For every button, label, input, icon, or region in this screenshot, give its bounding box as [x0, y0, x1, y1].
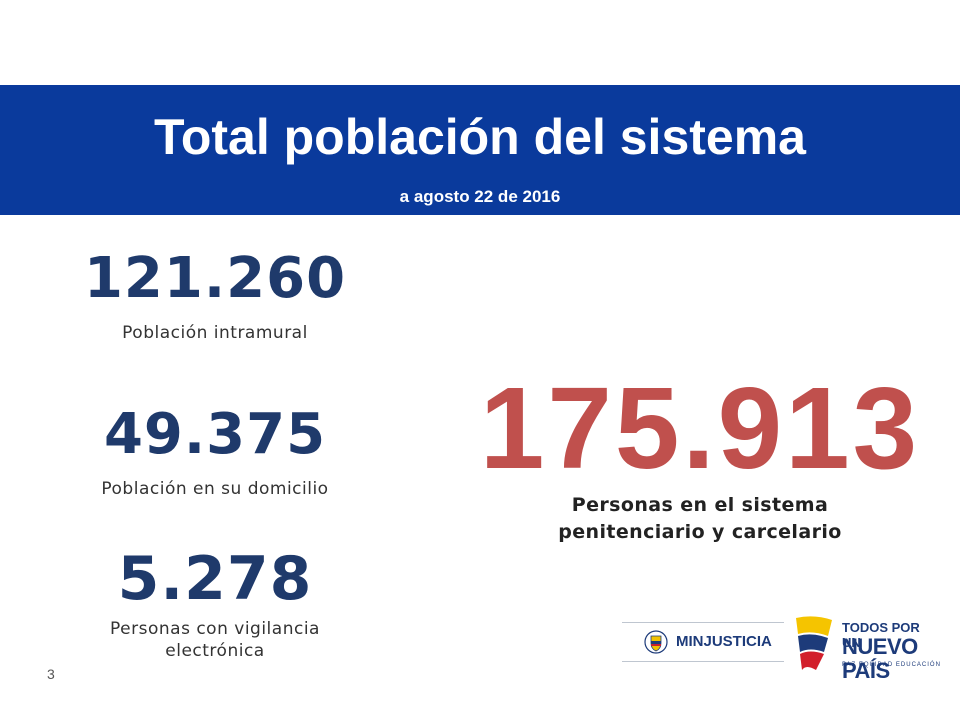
title-banner: Total población del sistema a agosto 22 …	[0, 85, 960, 215]
minjusticia-text: MINJUSTICIA	[676, 633, 772, 650]
stat-label-line2: electrónica	[165, 641, 265, 661]
stat-value: 49.375	[103, 402, 327, 467]
todos-text-line1: TODOS POR UN	[842, 620, 920, 650]
stat-label: Población en su domicilio	[101, 479, 329, 499]
todos-text-line3: PAZ EQUIDAD EDUCACIÓN	[842, 662, 941, 668]
stat-intramural: 121.260 Población intramural	[60, 248, 370, 344]
total-population: 175.913 Personas en el sistema penitenci…	[440, 368, 960, 546]
page-subtitle: a agosto 22 de 2016	[399, 187, 561, 206]
minjusticia-logo: MINJUSTICIA	[622, 622, 784, 662]
page-title: Total población del sistema	[154, 109, 806, 165]
total-label-line2: penitenciario y carcelario	[558, 521, 842, 543]
todos-text-line2: NUEVO PAÍS	[842, 634, 918, 683]
stat-value: 5.278	[117, 544, 313, 614]
stat-value: 121.260	[83, 246, 347, 311]
stat-label-line1: Personas con vigilancia	[110, 619, 320, 639]
stat-label: Población intramural	[122, 323, 308, 343]
total-value: 175.913	[479, 363, 921, 493]
page-number: 3	[47, 666, 55, 682]
colombia-flag-ribbon-icon	[796, 616, 832, 670]
stat-domicilio: 49.375 Población en su domicilio	[60, 404, 370, 500]
colombia-shield-icon	[644, 630, 668, 654]
stat-vigilancia-electronica: 5.278 Personas con vigilancia electrónic…	[60, 548, 370, 662]
stat-label: Personas con vigilancia electrónica	[60, 618, 370, 662]
total-label: Personas en el sistema penitenciario y c…	[440, 492, 960, 546]
total-label-line1: Personas en el sistema	[571, 494, 829, 516]
todos-por-un-nuevo-pais-logo: TODOS POR UN NUEVO PAÍS PAZ EQUIDAD EDUC…	[792, 612, 942, 683]
